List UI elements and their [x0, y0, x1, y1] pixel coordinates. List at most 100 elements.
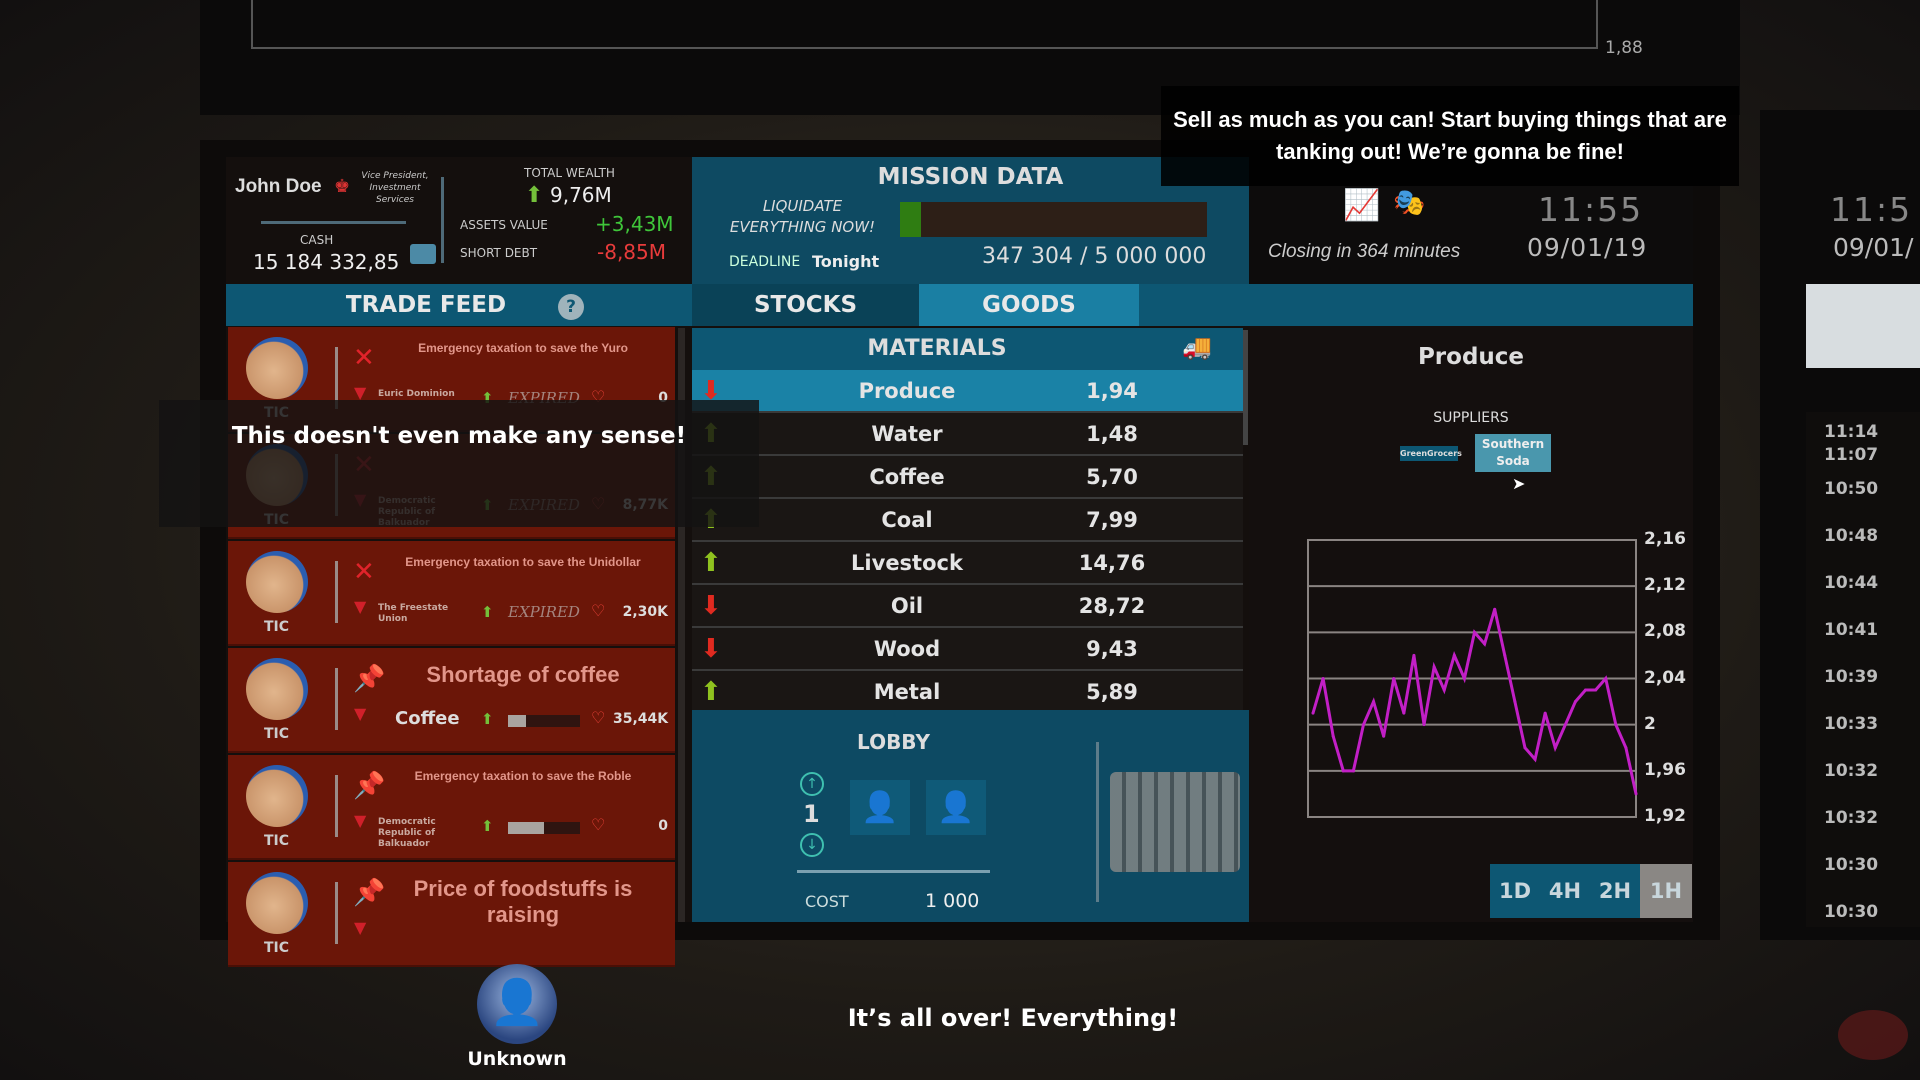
material-row-coal[interactable]: ⬆ Coal 7,99: [692, 499, 1243, 542]
price-point: [1351, 769, 1355, 773]
deadline-label: DEADLINE: [729, 254, 801, 270]
pin-icon[interactable]: 📌: [353, 664, 386, 694]
material-name: Coffee: [869, 465, 945, 489]
truck-icon[interactable]: 🚚: [1182, 333, 1212, 361]
feed-item[interactable]: TIC 📌 ▼ Price of foodstuffs is raising: [228, 862, 675, 967]
feed-item[interactable]: TIC ✕ ▼ Emergency taxation to save the Un…: [228, 541, 675, 646]
tic-avatar: [246, 658, 308, 720]
heart-icon[interactable]: ♡: [591, 815, 606, 834]
price-point: [1543, 711, 1547, 715]
chevron-down-icon[interactable]: ▼: [354, 918, 367, 937]
tab-stocks[interactable]: STOCKS: [692, 284, 919, 326]
subtitle-left: This doesn't even make any sense!: [231, 423, 687, 449]
material-row-coffee[interactable]: ⬆ Coffee 5,70: [692, 456, 1243, 499]
subtitle-box-top: [1161, 86, 1739, 186]
material-row-livestock[interactable]: ⬆ Livestock 14,76: [692, 542, 1243, 585]
pin-icon[interactable]: 📌: [353, 771, 386, 801]
chevron-down-icon[interactable]: ▼: [354, 811, 367, 830]
price-point: [1372, 700, 1376, 704]
y-tick-label: 2,08: [1644, 621, 1686, 642]
divider: [335, 668, 338, 730]
timeframe-1h[interactable]: 1H: [1640, 864, 1692, 918]
feed-region: The Freestate Union: [378, 603, 449, 624]
clock-date: 09/01/19: [1527, 233, 1648, 262]
pin-icon[interactable]: 📌: [353, 878, 386, 908]
side-feed-time: 10:33: [1824, 714, 1879, 734]
chevron-down-icon[interactable]: ▼: [354, 704, 367, 723]
material-name: Livestock: [851, 551, 963, 575]
material-price: 9,43: [1086, 637, 1138, 661]
x-icon[interactable]: ✕: [353, 557, 375, 587]
y-tick-label: 2,12: [1644, 575, 1686, 596]
theater-masks-icon: 🎭: [1393, 188, 1426, 218]
price-point: [1311, 711, 1315, 715]
briefcase-icon[interactable]: [410, 244, 436, 264]
subtitle-top: Sell as much as you can! Start buying th…: [1173, 107, 1727, 164]
divider: [335, 882, 338, 944]
side-clock-time: 11:5: [1830, 190, 1913, 229]
feed-scrollbar[interactable]: [678, 328, 685, 922]
material-name: Oil: [890, 594, 924, 618]
material-price: 1,94: [1086, 379, 1138, 403]
materials-scrollbar[interactable]: [1243, 330, 1248, 445]
feed-source: TIC: [264, 833, 290, 849]
arrow-down-icon: ⬇: [700, 634, 722, 664]
price-point: [1493, 607, 1497, 611]
material-row-metal[interactable]: ⬆ Metal 5,89: [692, 671, 1243, 714]
y-tick-label: 2,04: [1644, 667, 1686, 688]
material-row-oil[interactable]: ⬇ Oil 28,72: [692, 585, 1243, 628]
divider: [335, 561, 338, 623]
player-role: Vice President, Investment Services: [361, 171, 429, 205]
mission-title: MISSION DATA: [877, 164, 1064, 190]
trade-feed-title: TRADE FEED: [345, 292, 507, 318]
tab-goods[interactable]: GOODS: [919, 284, 1139, 326]
feed-region: Euric Dominion: [378, 389, 455, 399]
increase-lobby-button[interactable]: ↑: [800, 772, 824, 796]
tic-avatar: [246, 765, 308, 827]
x-icon[interactable]: ✕: [353, 343, 375, 373]
timeframe-4h[interactable]: 4H: [1548, 879, 1582, 903]
feed-item[interactable]: TIC 📌 ▼ Emergency taxation to save the Ro…: [228, 755, 675, 860]
price-point: [1523, 746, 1527, 750]
material-row-wood[interactable]: ⬇ Wood 9,43: [692, 628, 1243, 671]
feed-item[interactable]: TIC 📌 ▼ Shortage of coffee Coffee ⬆ ♡ 35,44…: [228, 648, 675, 753]
timeframe-2h[interactable]: 2H: [1598, 879, 1632, 903]
chevron-down-icon[interactable]: ▼: [354, 597, 367, 616]
lobby-down-button[interactable]: 👤: [926, 780, 986, 835]
feed-title: Price of foodstuffs is raising: [413, 876, 633, 927]
mouse-cursor-icon: ➤: [1512, 474, 1526, 493]
heart-icon[interactable]: ♡: [591, 708, 606, 727]
divider: [335, 347, 338, 409]
material-price: 7,99: [1086, 508, 1138, 532]
supplier-southern-soda[interactable]: Southern Soda: [1475, 434, 1551, 472]
divider: [441, 177, 444, 263]
trade-feed-header: TRADE FEED: [226, 284, 626, 326]
divider: [335, 775, 338, 837]
assets-value: +3,43M: [595, 212, 674, 236]
price-point: [1553, 746, 1557, 750]
timeframe-1d[interactable]: 1D: [1498, 879, 1532, 903]
material-row-water[interactable]: ⬆ Water 1,48: [692, 413, 1243, 456]
price-point: [1604, 677, 1608, 680]
price-point: [1483, 642, 1487, 646]
material-row-produce[interactable]: ⬇ Produce 1,94: [692, 370, 1243, 413]
y-tick-label: 1,92: [1644, 806, 1686, 826]
decrease-lobby-button[interactable]: ↓: [800, 833, 824, 857]
side-feed-time: 10:44: [1824, 573, 1879, 593]
cash-value: 15 184 332,85: [253, 250, 400, 274]
arrow-up-icon: ⬆: [481, 603, 494, 621]
help-icon[interactable]: ?: [558, 294, 584, 320]
materials-header: MATERIALS 🚚: [692, 328, 1243, 370]
heart-icon[interactable]: ♡: [591, 601, 606, 620]
arrow-up-icon: ⬆: [525, 183, 544, 208]
chevron-down-icon[interactable]: ▼: [354, 383, 367, 402]
price-point: [1513, 700, 1517, 704]
price-point: [1634, 792, 1638, 796]
feed-value: 0: [658, 818, 668, 834]
total-wealth-value: 9,76M: [550, 183, 612, 207]
feed-source: TIC: [264, 726, 290, 742]
suppliers-label: SUPPLIERS: [1433, 410, 1509, 426]
lobby-up-button[interactable]: 👤: [850, 780, 910, 835]
timeframe-bar: [1490, 864, 1640, 918]
supplier-greengrocers[interactable]: GreenGrocers: [1400, 446, 1462, 461]
